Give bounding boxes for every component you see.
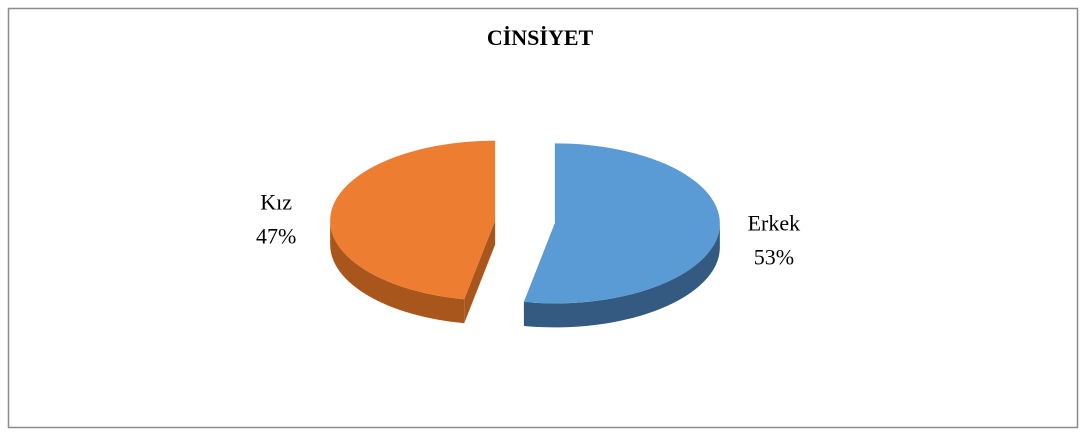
slice-side bbox=[330, 220, 465, 324]
chart-frame bbox=[7, 7, 1079, 429]
slice bbox=[330, 140, 496, 300]
slice-label: Erkek bbox=[748, 210, 801, 235]
slice-label: Kız bbox=[260, 190, 292, 215]
slice bbox=[523, 143, 720, 304]
sides bbox=[330, 220, 720, 328]
slice-wall bbox=[464, 220, 496, 324]
chart-title: CİNSİYET bbox=[487, 25, 594, 50]
tops bbox=[330, 140, 720, 304]
slice-value-label: 53% bbox=[754, 244, 794, 269]
slice-side bbox=[523, 223, 720, 328]
slice-value-label: 47% bbox=[256, 224, 296, 249]
